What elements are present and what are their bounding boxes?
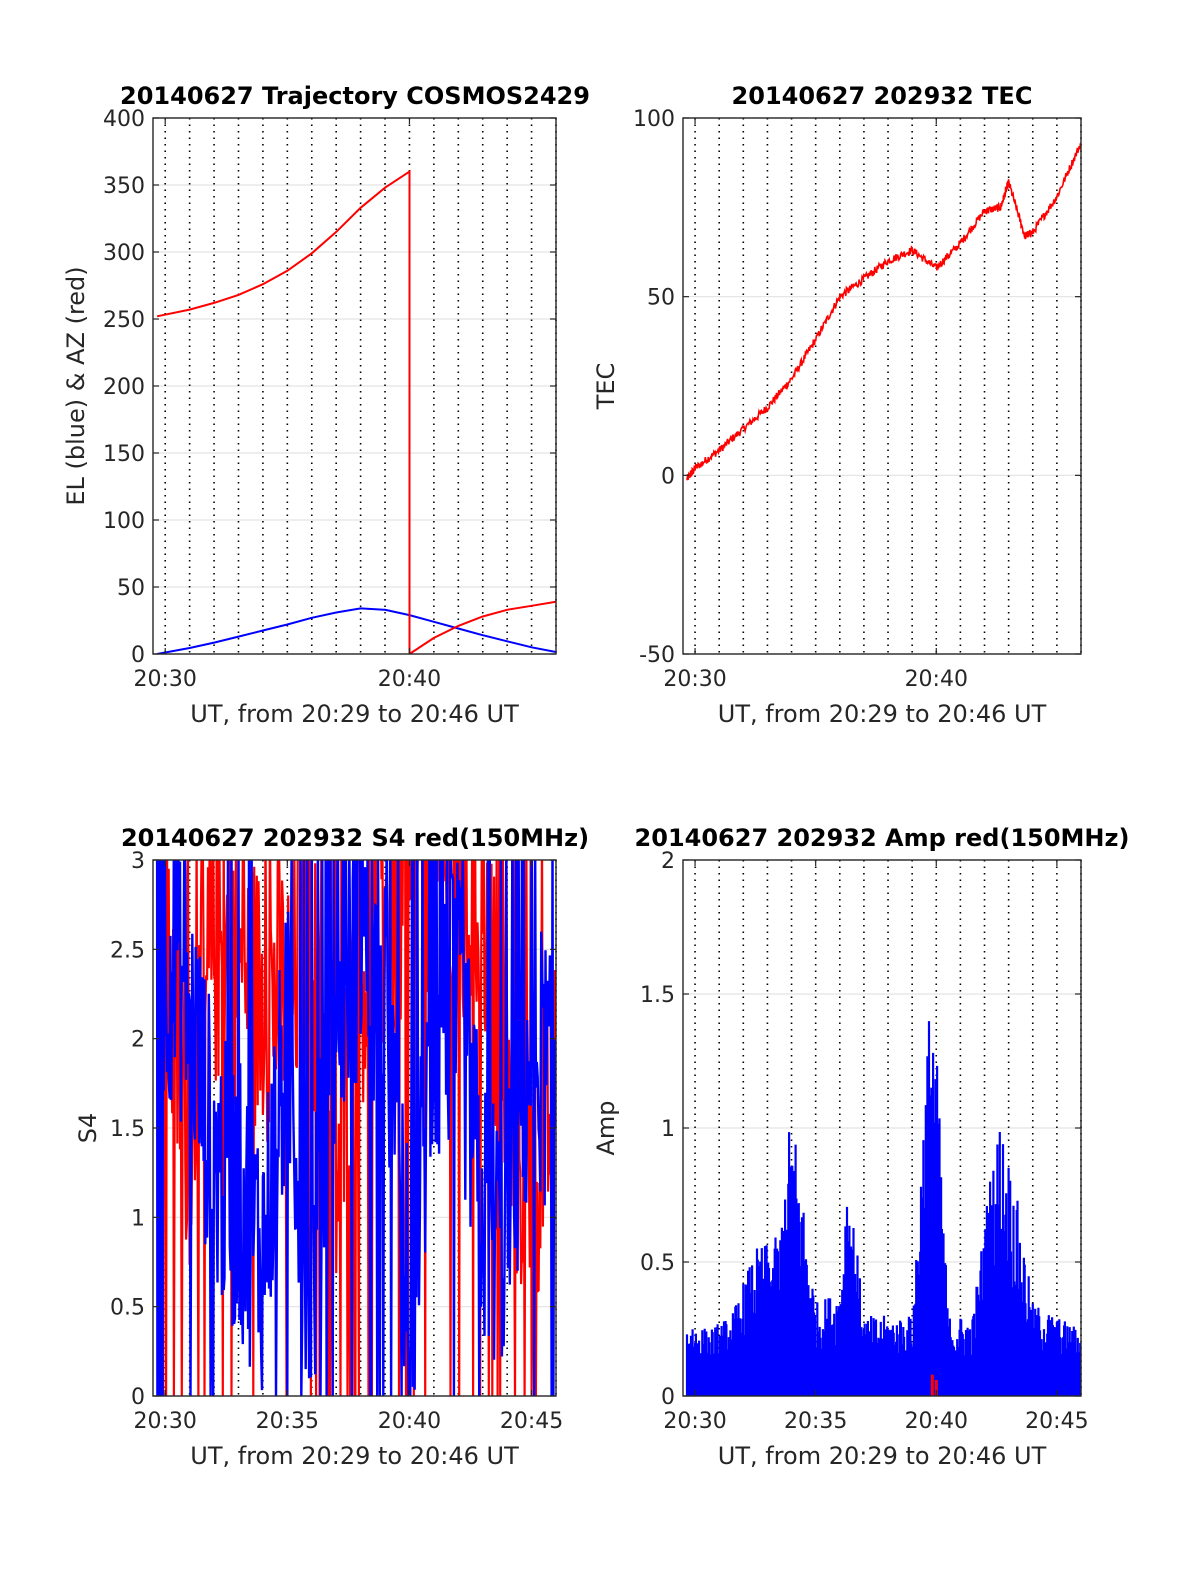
y-tick-label: 1.5 <box>110 1117 145 1142</box>
x-tick-label: 20:40 <box>378 1409 441 1434</box>
series-line-s4-blue <box>155 860 556 1396</box>
plot-area <box>156 169 556 654</box>
x-tick-label: 20:40 <box>905 667 968 692</box>
y-axis-label: EL (blue) & AZ (red) <box>62 266 90 505</box>
y-tick-label: 0 <box>661 464 675 489</box>
chart-title: 20140627 Trajectory COSMOS2429 <box>120 82 590 110</box>
y-tick-label: 100 <box>103 509 145 534</box>
y-axis-label: Amp <box>592 1100 620 1155</box>
y-tick-label: 200 <box>103 375 145 400</box>
y-axis-label: TEC <box>592 363 620 411</box>
x-tick-label: 20:35 <box>256 1409 319 1434</box>
y-tick-label: 350 <box>103 174 145 199</box>
x-tick-label: 20:30 <box>663 1409 726 1434</box>
series-line-tec <box>686 142 1081 481</box>
x-tick-label: 20:45 <box>1025 1409 1088 1434</box>
x-axis-label: UT, from 20:29 to 20:46 UT <box>190 700 519 728</box>
y-tick-label: 0.5 <box>110 1296 145 1321</box>
x-tick-label: 20:30 <box>134 1409 197 1434</box>
y-tick-label: 50 <box>647 286 675 311</box>
y-tick-label: 2 <box>661 849 675 874</box>
x-tick-label: 20:35 <box>784 1409 847 1434</box>
chart-4: 0 0.5 1 1.5 2 20:30 20:35 20:40 20:45 20140627 20… <box>592 824 1129 1470</box>
x-tick-label: 20:30 <box>134 667 197 692</box>
plot-area <box>155 860 556 1396</box>
plot-area <box>685 1021 1081 1396</box>
y-tick-label: 2.5 <box>110 938 145 963</box>
y-tick-label: 50 <box>117 576 145 601</box>
x-axis-label: UT, from 20:29 to 20:46 UT <box>718 1442 1047 1470</box>
y-tick-label: 0 <box>131 643 145 668</box>
y-tick-label: 100 <box>633 107 675 132</box>
y-axis-label: S4 <box>74 1113 102 1144</box>
chart-3: 0 0.5 1 1.5 2 2.5 3 20:30 20:35 20:40 20:45 2014062… <box>74 824 589 1470</box>
y-tick-label: 3 <box>131 849 145 874</box>
chart-1: 0 50 100 150 200 250 300 350 400 20:30 20:40 201406… <box>62 82 590 728</box>
x-tick-label: 20:40 <box>378 667 441 692</box>
chart-title: 20140627 202932 S4 red(150MHz) <box>121 824 589 852</box>
plot-area <box>686 142 1081 481</box>
x-axis-label: UT, from 20:29 to 20:46 UT <box>718 700 1047 728</box>
y-tick-label: 1 <box>131 1206 145 1231</box>
y-tick-label: 0.5 <box>640 1251 675 1276</box>
y-tick-label: 2 <box>131 1028 145 1053</box>
y-tick-label: 0 <box>661 1385 675 1410</box>
axes-frame <box>682 117 1082 655</box>
series-amp-blue <box>685 1021 1081 1396</box>
y-tick-label: 1 <box>661 1117 675 1142</box>
series-line-s4-red <box>156 860 556 1396</box>
series-line-blue <box>156 607 556 654</box>
y-tick-label: 150 <box>103 442 145 467</box>
x-axis-label: UT, from 20:29 to 20:46 UT <box>190 1442 519 1470</box>
chart-title: 20140627 202932 TEC <box>732 82 1033 110</box>
x-tick-label: 20:40 <box>905 1409 968 1434</box>
y-tick-label: -50 <box>639 643 675 668</box>
chart-2: -50 0 50 100 20:30 20:40 20140627 202932 TEC UT… <box>592 82 1082 728</box>
y-tick-label: 1.5 <box>640 983 675 1008</box>
chart-title: 20140627 202932 Amp red(150MHz) <box>635 824 1130 852</box>
y-tick-label: 400 <box>103 107 145 132</box>
y-tick-label: 0 <box>131 1385 145 1410</box>
series-line-red <box>156 169 556 654</box>
x-tick-label: 20:30 <box>663 667 726 692</box>
x-tick-label: 20:45 <box>500 1409 563 1434</box>
y-tick-label: 250 <box>103 308 145 333</box>
y-tick-label: 300 <box>103 241 145 266</box>
